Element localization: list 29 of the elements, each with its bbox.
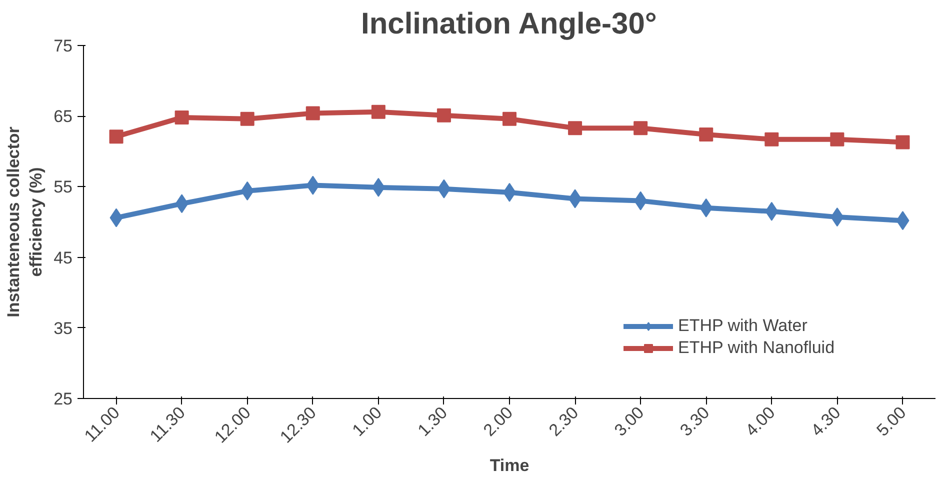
point — [699, 127, 714, 142]
legend-label: ETHP with Nanofluid — [678, 338, 835, 358]
point — [240, 112, 254, 126]
x-axis-title: Time — [490, 456, 530, 476]
y-tick-label: 65 — [54, 107, 73, 126]
x-tick-label: 3.00 — [610, 403, 648, 440]
point — [896, 135, 910, 150]
y-axis-title: Instanteneous collector efficiency (%) — [4, 126, 46, 318]
point — [371, 104, 386, 119]
x-tick-label: 5.00 — [872, 403, 910, 440]
x-tick-label: 4.30 — [807, 403, 844, 440]
point — [109, 130, 124, 144]
point — [306, 106, 320, 120]
y-tick-label: 45 — [54, 248, 73, 268]
legend-label: ETHP with Water — [678, 316, 808, 336]
point — [764, 132, 779, 146]
y-tick-label: 25 — [54, 390, 73, 408]
point — [568, 121, 582, 136]
point — [436, 108, 451, 122]
chart-title: Inclination Angle-30° — [360, 8, 657, 40]
point — [634, 121, 648, 136]
x-tick-label: 4.00 — [742, 403, 779, 440]
y-tick-label: 75 — [54, 36, 73, 56]
y-tick-label: 55 — [54, 178, 73, 197]
x-tick-label: 3.30 — [676, 403, 714, 440]
y-tick-label: 35 — [54, 318, 73, 338]
point — [174, 110, 189, 125]
point — [830, 132, 844, 146]
point — [502, 112, 516, 126]
